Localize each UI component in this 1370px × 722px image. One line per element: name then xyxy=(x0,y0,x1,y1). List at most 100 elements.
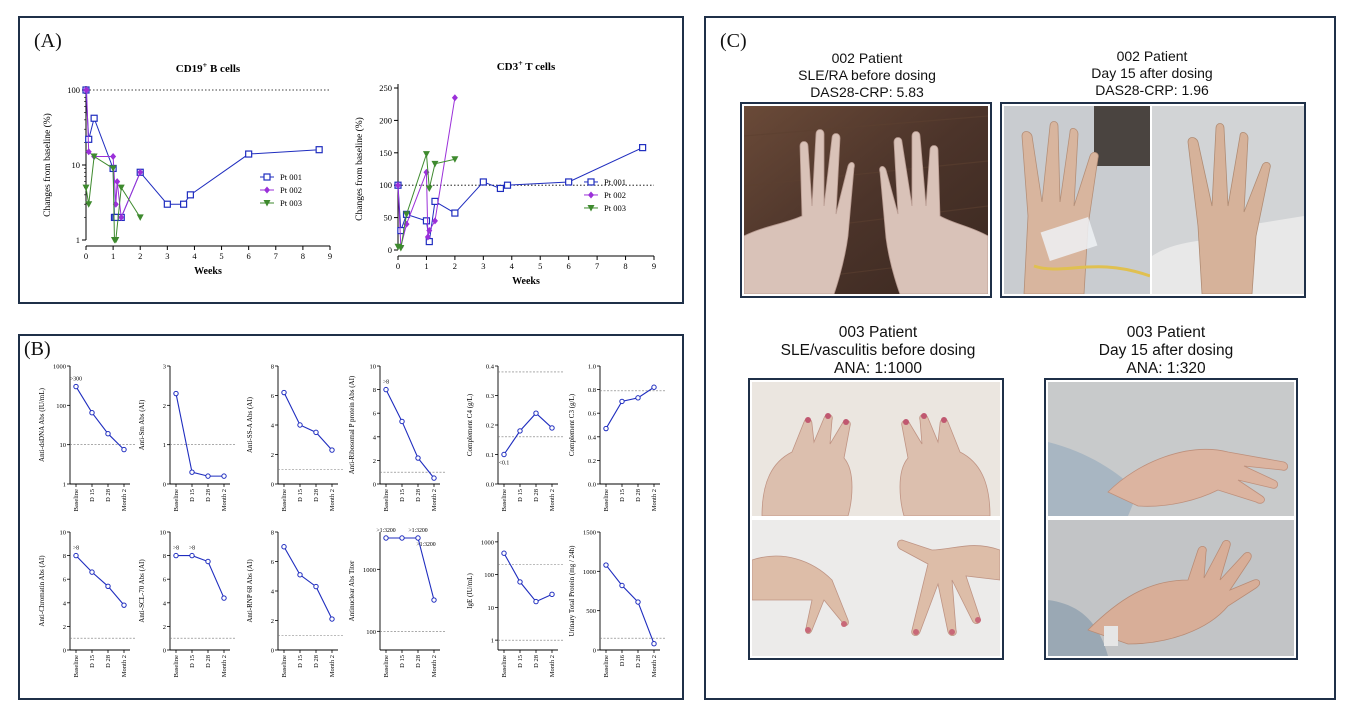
y-tick-label: 0.4 xyxy=(588,434,597,441)
data-point xyxy=(173,552,179,559)
data-point xyxy=(189,469,195,475)
data-point xyxy=(501,451,507,458)
y-tick-label: 150 xyxy=(379,148,392,158)
legend-marker xyxy=(587,204,595,212)
annotation: >8 xyxy=(189,546,195,552)
series-line xyxy=(397,153,455,249)
y-tick-label: 1 xyxy=(76,235,80,245)
panel-a-label: (A) xyxy=(34,30,62,52)
y-tick-label: 1000 xyxy=(481,539,494,546)
y-axis-label: Complement C3 (g/L) xyxy=(568,393,576,456)
data-point xyxy=(383,535,389,541)
legend-label: Pt 001 xyxy=(280,172,302,182)
x-tick-label: Baseline xyxy=(501,489,508,511)
y-axis-label: Anti-dsDNA Abs (IU/mL) xyxy=(38,387,46,462)
data-point xyxy=(112,237,120,244)
mini-chart: 0.0 0.2 0.4 0.6 0.8 1.0 Baseline D 15 D 28 Month … xyxy=(568,364,666,511)
x-tick-label: Baseline xyxy=(383,489,390,511)
y-tick-label: 0.1 xyxy=(486,452,494,459)
data-point xyxy=(431,597,437,603)
data-point xyxy=(635,599,641,605)
x-tick-label: 5 xyxy=(538,261,542,271)
series-pt-003 xyxy=(394,151,459,252)
x-tick-label: D 15 xyxy=(189,655,196,668)
photo-caption-003-before: 003 Patient SLE/vasculitis before dosing… xyxy=(748,324,1008,378)
series-line xyxy=(605,564,655,644)
x-tick-label: D 15 xyxy=(89,655,96,668)
y-tick-label: 6 xyxy=(163,577,167,584)
y-tick-label: 10 xyxy=(60,530,67,537)
x-tick-label: Month 2 xyxy=(221,655,228,677)
annotation: >1:3200 xyxy=(408,528,427,534)
y-tick-label: 50 xyxy=(384,213,393,223)
mini-chart: 0 2 4 6 8 10 Baseline D 15 D 28 Month 2 Anti-Ribos… xyxy=(348,364,446,511)
y-axis-label: Complement C4 (g/L) xyxy=(466,393,474,456)
photo-caption-002-after: 002 Patient Day 15 after dosing DAS28-CR… xyxy=(1002,48,1302,99)
caption-line: ANA: 1:320 xyxy=(1126,360,1206,377)
data-point xyxy=(517,579,523,585)
x-tick-label: 3 xyxy=(165,251,169,261)
series-line xyxy=(175,393,224,477)
data-point xyxy=(431,160,439,168)
data-point xyxy=(603,562,609,568)
x-tick-label: 5 xyxy=(219,251,223,261)
y-tick-label: 8 xyxy=(373,387,376,394)
y-tick-label: 100 xyxy=(67,85,80,95)
data-point xyxy=(173,390,179,397)
legend-label: Pt 001 xyxy=(604,177,626,187)
caption-line: 002 Patient xyxy=(1116,48,1188,64)
x-tick-label: Baseline xyxy=(73,655,80,677)
series-line xyxy=(283,546,333,620)
data-point xyxy=(431,197,439,205)
x-tick-label: D 28 xyxy=(635,489,642,502)
data-point xyxy=(82,184,90,192)
y-axis-label: Antinuclear Abs Titer xyxy=(348,560,356,621)
x-tick-label: Month 2 xyxy=(431,489,438,511)
y-tick-label: 1000 xyxy=(583,569,596,576)
data-point xyxy=(426,227,433,235)
data-point xyxy=(603,425,609,432)
data-point xyxy=(549,591,555,598)
panel-c: (C) 002 Patient SLE/RA before dosing DAS… xyxy=(704,16,1336,700)
annotation: >8 xyxy=(383,380,389,386)
y-axis-label: Anti-SCL-70 Abs (AI) xyxy=(138,559,146,623)
x-tick-label: D 28 xyxy=(533,489,540,502)
mini-chart: 0 2 4 6 8 Baseline D 15 D 28 Month 2 Anti-SS-A Ab… xyxy=(246,364,344,511)
data-point xyxy=(90,114,98,122)
cd3-t-cells-chart: CD3+ T cells 0 50 100 150 200 250 0 1 2 3 4 5 6 7 8 9 Wee… xyxy=(354,59,656,288)
legend-marker xyxy=(264,186,270,194)
data-point xyxy=(245,150,253,158)
mini-chart: 1 10 100 1000 Baseline D 15 D 28 Month 2 IgE (IU… xyxy=(466,532,564,677)
data-point xyxy=(89,569,95,575)
data-point xyxy=(297,572,303,578)
data-point xyxy=(112,200,119,208)
data-point xyxy=(73,383,79,390)
y-tick-label: 100 xyxy=(484,572,494,579)
series-pt-003 xyxy=(82,153,144,244)
data-point xyxy=(313,583,319,590)
photo-frame-002-after xyxy=(1000,102,1306,298)
x-tick-label: 6 xyxy=(567,261,571,271)
data-point xyxy=(451,156,459,163)
y-tick-label: 8 xyxy=(63,553,66,560)
data-point xyxy=(415,535,421,541)
data-point xyxy=(423,168,430,176)
mini-chart: 0 2 4 6 8 10 Baseline D 15 D 28 Month 2 Anti-SCL-7… xyxy=(138,530,236,677)
mini-chart: 0 2 4 6 8 10 Baseline D 15 D 28 Month 2 Anti-Chrom… xyxy=(38,530,136,677)
hand-photo-003-after-bottom xyxy=(1048,520,1294,656)
x-tick-label: Month 2 xyxy=(431,655,438,677)
y-axis-label: Changes from baseline (%) xyxy=(42,113,53,217)
y-tick-label: 1 xyxy=(163,442,166,449)
legend-marker xyxy=(588,191,594,199)
data-point xyxy=(422,217,431,225)
data-point xyxy=(431,217,438,225)
data-point xyxy=(496,184,504,193)
y-tick-label: 0 xyxy=(63,648,66,655)
hand-photo-002-after-1 xyxy=(1004,106,1150,294)
data-point xyxy=(315,146,323,154)
x-tick-label: 4 xyxy=(510,261,515,271)
y-tick-label: 100 xyxy=(379,180,392,190)
y-tick-label: 2 xyxy=(271,452,274,459)
data-point xyxy=(163,200,171,208)
